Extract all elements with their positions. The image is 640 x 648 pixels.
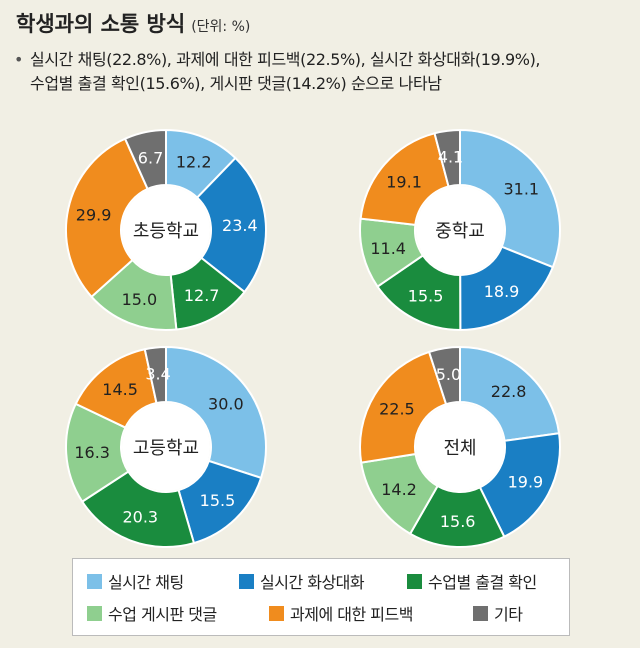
donut-slice — [427, 345, 461, 406]
slice-value-label: 31.1 — [503, 180, 539, 199]
donut-slice — [195, 156, 267, 294]
donut-slice — [478, 432, 561, 539]
slice-value-label: 29.9 — [76, 206, 112, 225]
legend-label: 기타 — [494, 605, 523, 624]
unit-label: (단위: %) — [191, 19, 251, 35]
legend-swatch — [87, 605, 102, 621]
donut-slice — [459, 345, 561, 442]
legend-swatch — [473, 605, 488, 621]
donut-hole — [122, 403, 210, 491]
slice-value-label: 22.8 — [491, 382, 527, 401]
legend-item-other: 기타 — [473, 601, 523, 625]
donut-hole — [416, 186, 504, 274]
donut-slice — [65, 137, 149, 299]
legend-label: 수업별 출결 확인 — [428, 573, 537, 592]
slice-value-label: 3.4 — [145, 364, 170, 383]
slice-value-label: 23.4 — [222, 216, 258, 235]
legend-swatch — [87, 573, 102, 589]
slice-value-label: 15.5 — [200, 491, 236, 510]
donut-slice — [459, 128, 561, 269]
legend-label: 수업 게시판 댓글 — [108, 605, 217, 624]
slice-value-label: 20.3 — [122, 507, 158, 526]
legend-item-feedback: 과제에 대한 피드백 — [269, 601, 413, 625]
slice-value-label: 14.5 — [102, 380, 138, 399]
slice-value-label: 16.3 — [74, 443, 110, 462]
slice-value-label: 15.5 — [408, 287, 444, 306]
legend-label: 과제에 대한 피드백 — [290, 605, 413, 624]
legend-label: 실시간 화상대화 — [260, 573, 365, 592]
slice-value-label: 12.2 — [176, 152, 212, 171]
summary-line-2: 수업별 출결 확인(15.6%), 게시판 댓글(14.2%) 순으로 나타남 — [30, 74, 442, 93]
donut-center-title: 초등학교 — [133, 221, 199, 242]
legend-item-board: 수업 게시판 댓글 — [87, 601, 217, 625]
slice-value-label: 15.6 — [440, 512, 476, 531]
donut-slice — [143, 345, 167, 405]
summary-text: • 실시간 채팅(22.8%), 과제에 대한 피드백(22.5%), 실시간 화… — [14, 48, 626, 96]
donut-center-title: 고등학교 — [133, 438, 199, 459]
slice-value-label: 18.9 — [484, 282, 520, 301]
donut-slice — [123, 128, 167, 191]
page-title: 학생과의 소통 방식 — [16, 12, 186, 36]
donut-center-title: 전체 — [443, 438, 476, 459]
legend-label: 실시간 채팅 — [108, 573, 184, 592]
slice-value-label: 11.4 — [370, 239, 406, 258]
legend-swatch — [239, 573, 254, 589]
donut-slice — [359, 132, 450, 226]
slice-value-label: 19.9 — [508, 473, 544, 492]
slice-value-label: 30.0 — [208, 395, 244, 414]
summary-line-1-text: 실시간 채팅(22.8%), 과제에 대한 피드백(22.5%), 실시간 화상… — [30, 50, 541, 69]
bullet-icon: • — [14, 50, 24, 69]
donut-slice — [80, 470, 196, 548]
legend-item-video: 실시간 화상대화 — [239, 569, 365, 593]
donut-slice — [165, 345, 267, 480]
donut-hole — [416, 403, 504, 491]
legend-item-attendance: 수업별 출결 확인 — [407, 569, 537, 593]
summary-line-1: • 실시간 채팅(22.8%), 과제에 대한 피드백(22.5%), 실시간 화… — [14, 48, 626, 72]
slice-value-label: 19.1 — [386, 173, 422, 192]
slice-value-label: 15.0 — [122, 290, 158, 309]
donut-slice — [359, 350, 448, 464]
legend-swatch — [269, 605, 284, 621]
legend-item-chat: 실시간 채팅 — [87, 569, 184, 593]
slice-value-label: 22.5 — [379, 399, 415, 418]
slice-value-label: 4.1 — [438, 148, 463, 167]
chart-title-block: 학생과의 소통 방식 (단위: %) — [16, 8, 250, 38]
slice-value-label: 6.7 — [138, 149, 163, 168]
donut-hole — [122, 186, 210, 274]
slice-value-label: 5.0 — [436, 365, 461, 384]
donut-slice — [459, 245, 555, 332]
legend-swatch — [407, 573, 422, 589]
slice-value-label: 14.2 — [381, 480, 417, 499]
slice-value-label: 12.7 — [184, 286, 220, 305]
donut-slice — [433, 128, 461, 188]
donut-center-title: 중학교 — [435, 221, 485, 242]
